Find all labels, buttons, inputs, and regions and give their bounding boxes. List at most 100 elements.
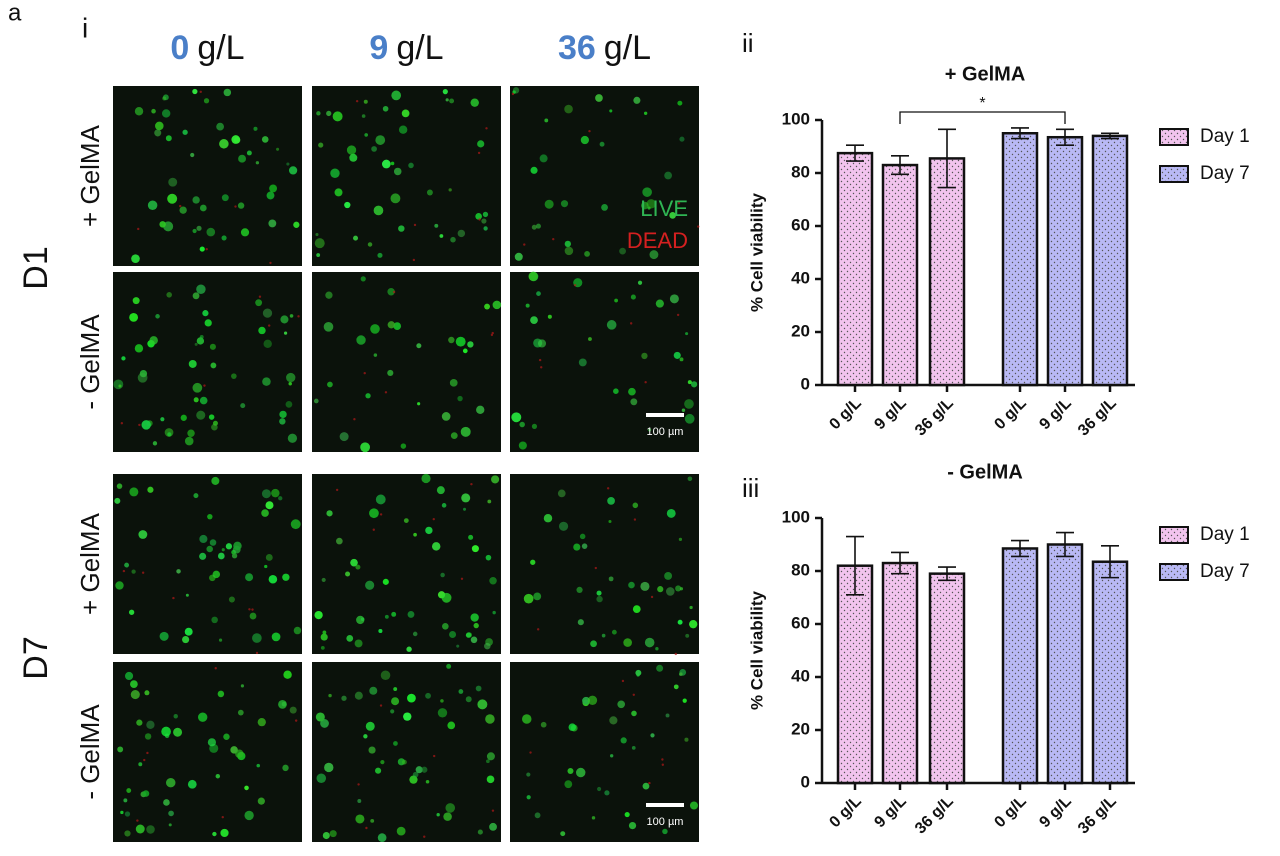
cell: [345, 571, 351, 577]
cell: [409, 775, 418, 784]
cell: [470, 98, 479, 107]
cell: [673, 684, 679, 690]
cell: [271, 488, 280, 498]
error-bar: [846, 535, 864, 596]
cell: [246, 150, 252, 156]
cell: [258, 326, 266, 335]
cell: [252, 633, 262, 643]
cell: [327, 381, 333, 388]
dead-cell: [363, 371, 366, 375]
cell: [644, 637, 655, 648]
cell: [219, 139, 229, 149]
cell: [223, 733, 230, 740]
significance-bracket: [899, 111, 1066, 124]
cell: [264, 564, 268, 569]
cell: [256, 763, 261, 768]
cell: [465, 632, 472, 638]
cell: [398, 125, 408, 134]
cell: [568, 723, 577, 731]
cell: [199, 534, 208, 544]
cell: [245, 573, 254, 582]
cell: [393, 741, 398, 746]
cell: [210, 362, 217, 369]
dead-cell: [538, 358, 542, 362]
cell: [354, 639, 363, 648]
cell: [218, 638, 223, 642]
cell: [390, 709, 395, 714]
dead-cell: [255, 651, 259, 655]
cell: [373, 205, 384, 216]
cell: [637, 280, 643, 285]
cell: [290, 519, 301, 530]
cell: [355, 814, 365, 824]
cell: [580, 135, 589, 145]
cell: [316, 773, 327, 784]
cell: [544, 199, 554, 209]
cell: [155, 121, 164, 131]
panel-label: iii: [742, 473, 759, 503]
cell: [486, 752, 495, 761]
column-header: 0 g/L: [170, 29, 244, 67]
cell: [617, 700, 626, 709]
cell: [167, 193, 178, 204]
cell: [601, 633, 606, 638]
cell: [146, 825, 155, 834]
dead-cell: [353, 418, 356, 421]
cell: [166, 292, 172, 298]
legend-label: Day 7: [1200, 163, 1250, 184]
cell: [168, 810, 174, 817]
cell: [387, 288, 395, 296]
cell: [597, 786, 602, 792]
cell: [131, 569, 136, 574]
cell: [417, 402, 421, 406]
cell: [477, 140, 485, 148]
cell: [314, 238, 325, 249]
cell: [470, 613, 479, 622]
dead-cell: [633, 518, 637, 521]
cell: [441, 592, 452, 603]
cell: [401, 109, 410, 118]
cell: [332, 111, 343, 122]
cell: [124, 811, 131, 817]
cell: [203, 98, 210, 104]
cell: [664, 572, 673, 580]
cell: [476, 405, 485, 415]
cell: [196, 337, 205, 345]
error-bar: [1101, 545, 1119, 579]
cell: [116, 483, 123, 489]
cell: [268, 574, 278, 584]
cell: [682, 698, 687, 703]
dead-cell: [251, 608, 254, 611]
cell: [630, 398, 638, 406]
bar: [928, 572, 966, 785]
cell: [184, 436, 194, 446]
cell: [167, 432, 172, 437]
error-bar: [1101, 132, 1119, 140]
cell: [455, 336, 466, 347]
cell: [518, 441, 527, 450]
cell: [436, 486, 445, 495]
cell: [326, 110, 332, 117]
cell: [526, 795, 531, 800]
cell: [322, 832, 330, 840]
dead-cell: [141, 571, 145, 574]
cell: [441, 412, 451, 421]
cell: [165, 135, 172, 142]
cell: [531, 224, 537, 230]
cell: [547, 314, 552, 319]
cell: [192, 228, 197, 234]
bar: [1001, 132, 1039, 387]
legend-label: Day 7: [1200, 561, 1250, 582]
cell: [136, 719, 143, 726]
cell: [204, 319, 212, 327]
cell: [412, 771, 419, 778]
cell: [601, 204, 608, 211]
cell: [560, 831, 566, 837]
cell: [456, 644, 460, 648]
legend-label: Day 1: [1200, 126, 1250, 147]
dead-cell: [536, 628, 540, 631]
cell: [666, 508, 676, 518]
y-tick-label: 80: [791, 162, 810, 181]
cell: [321, 577, 326, 582]
